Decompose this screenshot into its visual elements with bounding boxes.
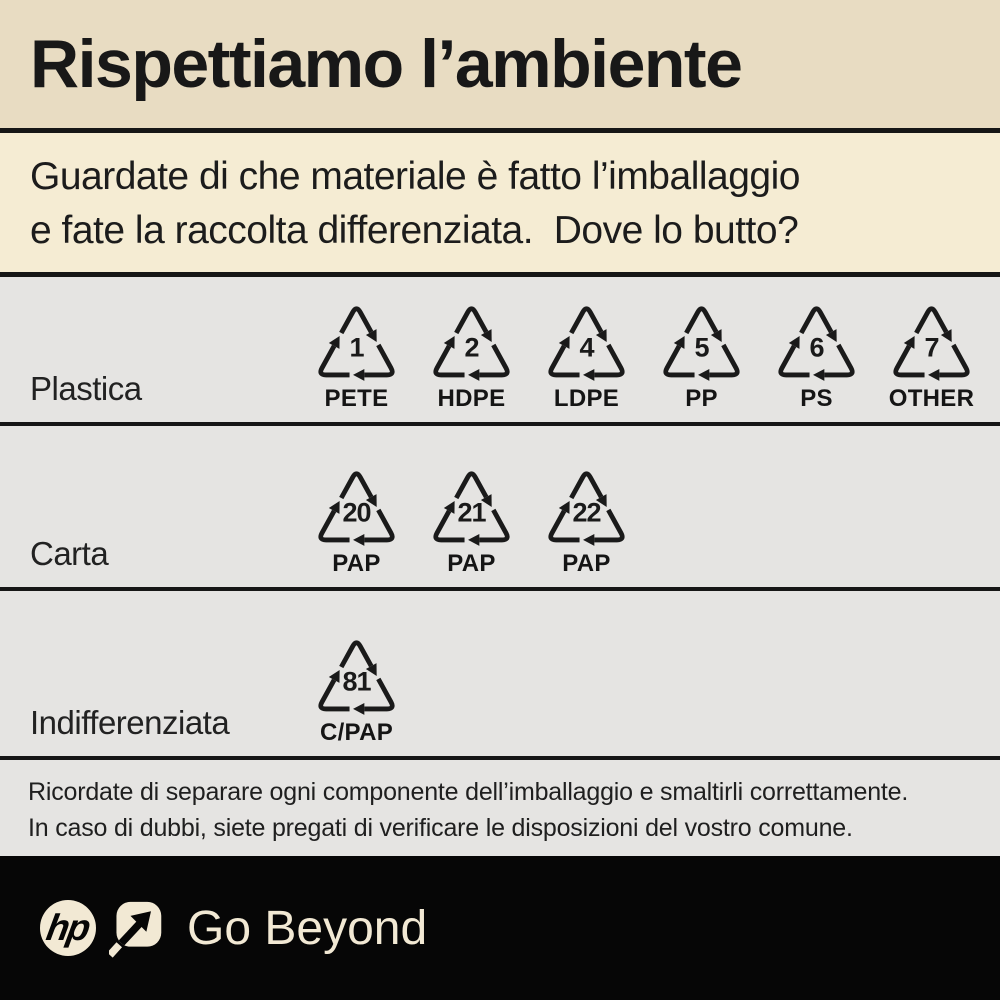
footer-tagline: Go Beyond	[187, 901, 428, 955]
resin-code: 7	[924, 332, 939, 363]
divider-line	[0, 587, 1000, 591]
resin-code: 6	[809, 332, 824, 363]
section-label-indifferenziata: Indifferenziata	[30, 704, 230, 741]
section-plastica: Plastica 1 PETE 2 HDPE 4	[0, 277, 1000, 422]
recycling-symbol-pp: 5 PP	[658, 300, 745, 413]
resin-code: 5	[694, 332, 709, 363]
resin-label: PAP	[447, 550, 496, 577]
divider-line	[0, 272, 1000, 277]
title-band: Rispettiamo l’ambiente	[0, 0, 1000, 128]
hp-logo: hp	[40, 900, 96, 956]
note-line-2: In caso di dubbi, siete pregati di verif…	[28, 813, 853, 842]
note-band: Ricordate di separare ogni componente de…	[0, 760, 1000, 856]
resin-label: PP	[685, 385, 718, 412]
divider-line	[0, 422, 1000, 426]
resin-code: 1	[349, 332, 364, 363]
recycling-symbol-pete: 1 PETE	[313, 300, 400, 413]
recycling-symbol-ldpe: 4 LDPE	[543, 300, 630, 413]
footer-band: hp Go Beyond	[0, 856, 1000, 1000]
resin-label: PAP	[332, 550, 381, 577]
resin-code: 4	[579, 332, 594, 363]
section-indifferenziata: Indifferenziata 81 C/PAP	[0, 591, 1000, 756]
resin-label: PAP	[562, 550, 611, 577]
recycling-symbol-ps: 6 PS	[773, 300, 860, 413]
resin-label: PS	[800, 385, 833, 412]
recycling-symbol-hdpe: 2 HDPE	[428, 300, 515, 413]
resin-code: 21	[457, 497, 486, 528]
resin-code: 20	[342, 497, 371, 528]
divider-line	[0, 756, 1000, 760]
subtitle-line-2: e fate la raccolta differenziata. Dove l…	[30, 208, 799, 252]
plastica-symbols: 1 PETE 2 HDPE 4 LDPE	[313, 300, 975, 413]
resin-label: LDPE	[553, 385, 620, 412]
page-title: Rispettiamo l’ambiente	[30, 26, 743, 102]
resin-code: 22	[572, 497, 601, 528]
subtitle-line-1: Guardate di che materiale è fatto l’imba…	[30, 155, 800, 198]
go-beyond-arrow-icon	[109, 901, 162, 958]
recycling-symbol-pap-20: 20 PAP	[313, 465, 400, 578]
section-carta: Carta 20 PAP 21 PAP 22	[0, 426, 1000, 587]
section-label-carta: Carta	[30, 535, 109, 572]
recycling-symbol-pap-22: 22 PAP	[543, 465, 630, 578]
resin-label: HDPE	[437, 385, 506, 412]
hp-logo-text: hp	[43, 907, 93, 948]
resin-label: OTHER	[888, 385, 975, 412]
divider-line	[0, 128, 1000, 133]
indifferenziata-symbols: 81 C/PAP	[313, 634, 400, 747]
recycling-symbol-pap-21: 21 PAP	[428, 465, 515, 578]
recycling-symbol-cpap-81: 81 C/PAP	[313, 634, 400, 747]
resin-code: 81	[342, 666, 371, 697]
resin-label: PETE	[324, 385, 389, 412]
section-label-plastica: Plastica	[30, 370, 142, 407]
resin-label: C/PAP	[319, 719, 394, 746]
carta-symbols: 20 PAP 21 PAP 22 PAP	[313, 465, 630, 578]
note-line-1: Ricordate di separare ogni componente de…	[28, 778, 909, 806]
recycling-symbol-other: 7 OTHER	[888, 300, 975, 413]
resin-code: 2	[464, 332, 479, 363]
subtitle-band: Guardate di che materiale è fatto l’imba…	[0, 133, 1000, 272]
